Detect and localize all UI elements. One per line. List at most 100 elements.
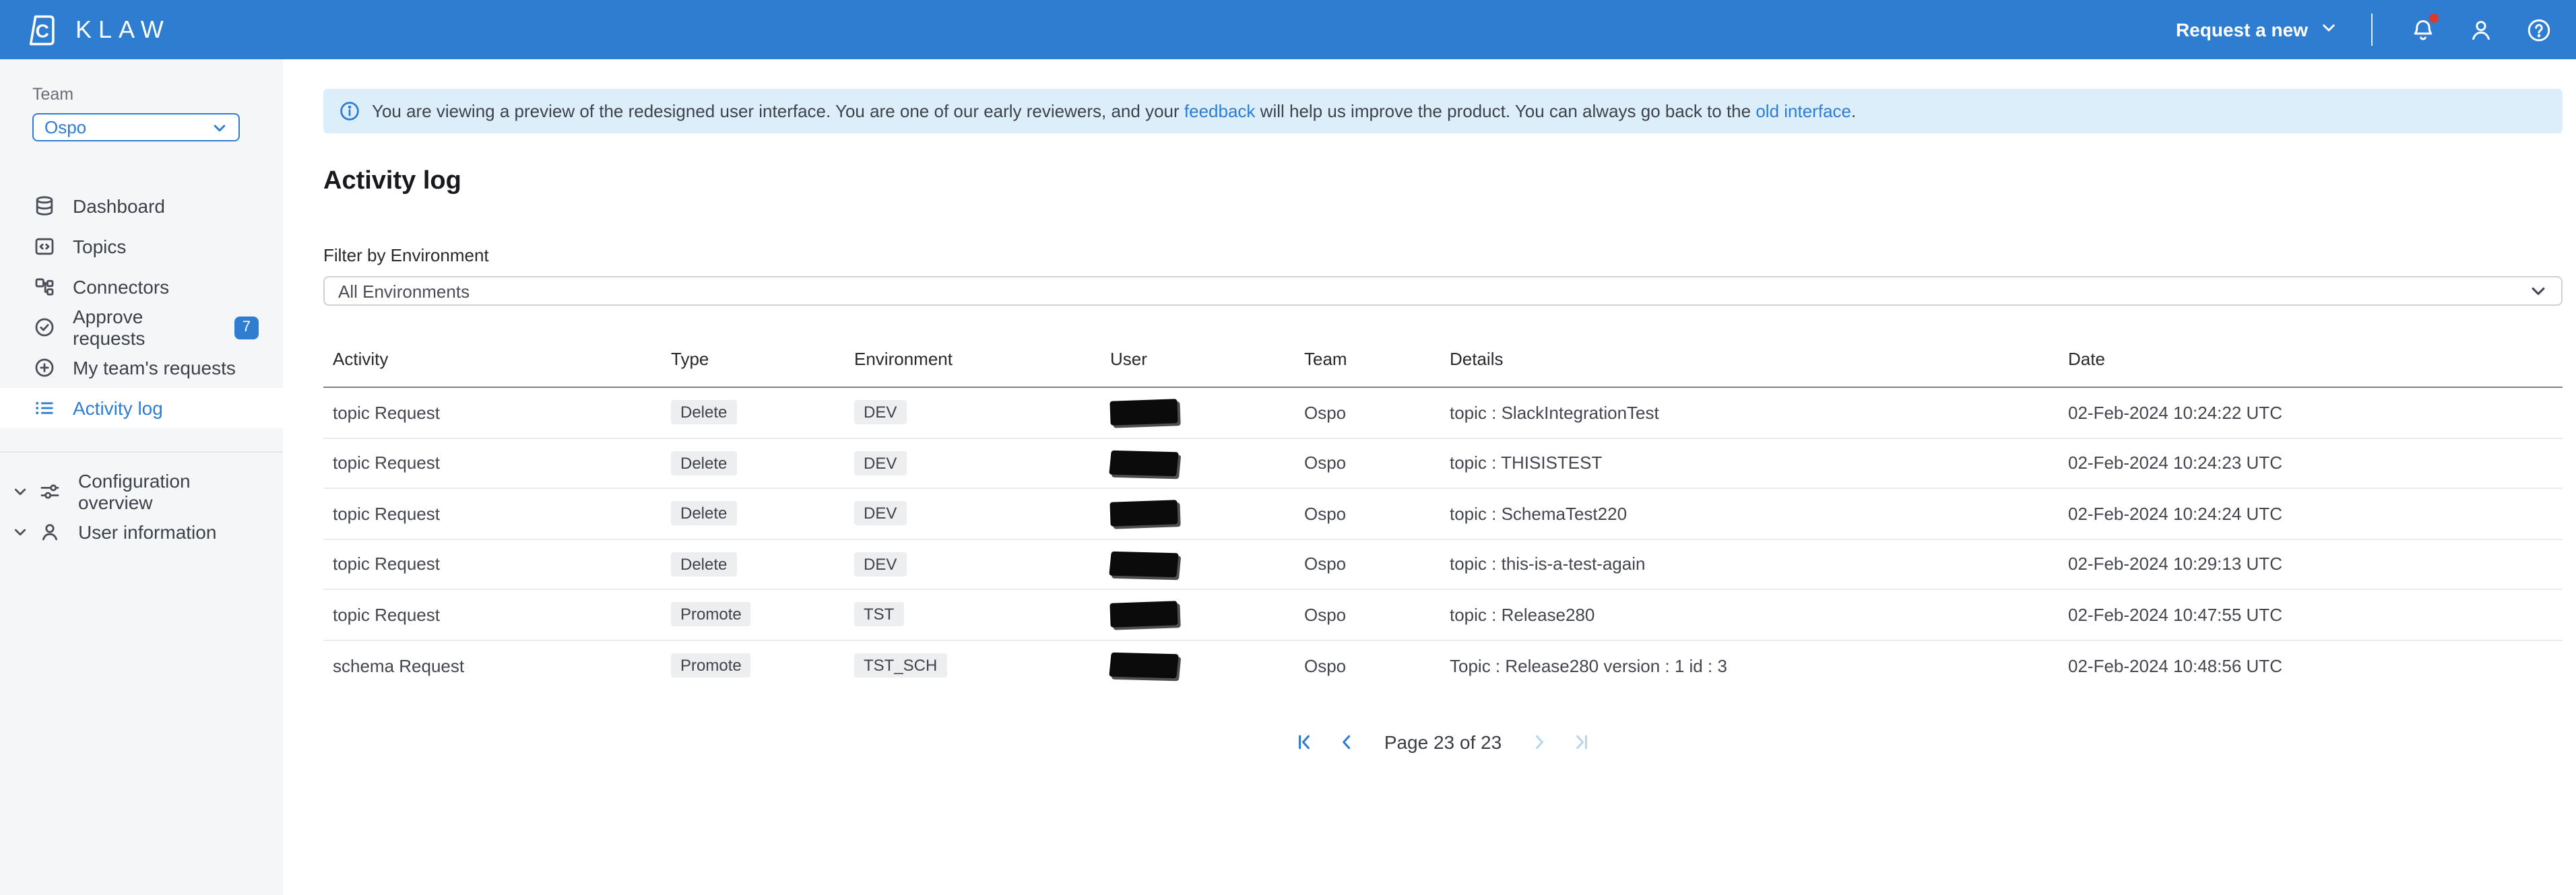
sidebar-item-label: Connectors: [73, 276, 170, 298]
klaw-logo-icon: C: [24, 13, 58, 46]
cell-user: [1101, 438, 1295, 488]
sidebar-item-dashboard[interactable]: Dashboard: [0, 186, 283, 226]
cell-activity: topic Request: [333, 503, 440, 524]
sidebar-item-my-team-s-requests[interactable]: My team's requests: [0, 347, 283, 388]
old-interface-link[interactable]: old interface: [1756, 101, 1851, 121]
cell-user: [1101, 387, 1295, 438]
column-header-environment: Environment: [854, 349, 953, 369]
cell-user: [1101, 539, 1295, 589]
column-header-team: Team: [1304, 349, 1347, 369]
last-page-button: [1569, 731, 1590, 752]
activity-list-icon: [34, 397, 55, 419]
chevron-down-icon: [12, 484, 28, 500]
cell-team: Ospo: [1304, 402, 1347, 423]
sidebar-item-label: Activity log: [73, 397, 163, 419]
sidebar-item-approve-requests[interactable]: Approve requests 7: [0, 306, 283, 349]
cell-user: [1101, 488, 1295, 539]
cell-team: Ospo: [1304, 453, 1347, 473]
table-row: topic Request Promote TST Ospo topic : R…: [323, 589, 2563, 640]
brand-name: KLAW: [75, 15, 170, 42]
cell-date: 02-Feb-2024 10:48:56 UTC: [2068, 655, 2282, 675]
redacted-user: [1109, 601, 1178, 628]
chevron-down-icon: [212, 119, 228, 135]
cell-type: Promote: [662, 640, 845, 690]
type-badge: Delete: [671, 451, 737, 475]
column-header-user: User: [1110, 349, 1147, 369]
sidebar-item-label: Topics: [73, 236, 127, 257]
sidebar-item-activity-log[interactable]: Activity log: [0, 388, 283, 428]
environment-badge: DEV: [854, 400, 907, 425]
cell-user: [1101, 589, 1295, 640]
sidebar-item-user-information[interactable]: User information: [0, 512, 283, 552]
cell-details: Topic : Release280 version : 1 id : 3: [1450, 655, 1727, 675]
notification-bell-icon[interactable]: [2406, 13, 2439, 46]
table-row: topic Request Delete DEV Ospo topic : TH…: [323, 438, 2563, 488]
cell-type: Delete: [662, 488, 845, 539]
cell-type: Delete: [662, 438, 845, 488]
sidebar-item-label: User information: [78, 521, 217, 543]
sidebar-item-topics[interactable]: Topics: [0, 226, 283, 267]
connectors-icon: [34, 276, 55, 298]
sidebar-item-label: My team's requests: [73, 357, 236, 378]
cell-details: topic : SchemaTest220: [1450, 503, 1628, 524]
column-header-details: Details: [1450, 349, 1504, 369]
sidebar-secondary-nav: Configuration overview User information: [0, 470, 283, 552]
sidebar-item-configuration-overview[interactable]: Configuration overview: [0, 470, 283, 513]
cell-details: topic : SlackIntegrationTest: [1450, 402, 1659, 423]
column-header-type: Type: [671, 349, 709, 369]
topics-icon: [34, 236, 55, 257]
profile-icon[interactable]: [2464, 13, 2497, 46]
cell-details: topic : Release280: [1450, 604, 1595, 625]
banner-text-part2: will help us improve the product. You ca…: [1255, 101, 1756, 121]
plus-circle-icon: [34, 357, 55, 378]
cell-activity: schema Request: [333, 655, 465, 675]
team-select[interactable]: Ospo: [32, 113, 240, 141]
cell-environment: DEV: [845, 438, 1101, 488]
cell-environment: TST: [845, 589, 1101, 640]
team-select-value: Ospo: [44, 117, 87, 137]
pagination: Page 23 of 23: [323, 731, 2563, 752]
type-badge: Delete: [671, 501, 737, 526]
cell-date: 02-Feb-2024 10:24:22 UTC: [2068, 402, 2282, 423]
sidebar-item-label: Approve requests: [73, 306, 146, 349]
environment-filter-value: All Environments: [338, 281, 470, 301]
cell-activity: topic Request: [333, 554, 440, 574]
request-a-new-label: Request a new: [2175, 19, 2308, 40]
type-badge: Promote: [671, 602, 751, 627]
sidebar-item-connectors[interactable]: Connectors: [0, 267, 283, 307]
cell-date: 02-Feb-2024 10:29:13 UTC: [2068, 554, 2282, 574]
cell-details: topic : this-is-a-test-again: [1450, 554, 1646, 574]
cell-date: 02-Feb-2024 10:24:23 UTC: [2068, 453, 2282, 473]
cell-type: Delete: [662, 539, 845, 589]
cell-environment: TST_SCH: [845, 640, 1101, 690]
redacted-user: [1109, 450, 1179, 476]
first-page-button[interactable]: [1295, 731, 1317, 752]
banner-text-part3: .: [1851, 101, 1857, 121]
cell-environment: DEV: [845, 539, 1101, 589]
preview-banner: You are viewing a preview of the redesig…: [323, 89, 2563, 133]
team-block: Team Ospo: [0, 85, 283, 141]
notification-dot: [2429, 13, 2439, 23]
environment-badge: DEV: [854, 552, 907, 576]
klaw-logo[interactable]: C KLAW: [24, 13, 170, 46]
environment-filter-select[interactable]: All Environments: [323, 276, 2563, 306]
header-divider: [2371, 13, 2373, 46]
svg-text:C: C: [36, 20, 49, 40]
cell-type: Promote: [662, 589, 845, 640]
sidebar-item-label: Configuration overview: [78, 470, 191, 513]
filter-label: Filter by Environment: [323, 245, 489, 265]
feedback-link[interactable]: feedback: [1184, 101, 1256, 121]
page-indicator: Page 23 of 23: [1384, 731, 1502, 752]
redacted-user: [1109, 652, 1179, 679]
chevron-down-icon: [12, 524, 28, 540]
type-badge: Promote: [671, 653, 751, 677]
sidebar-item-label: Dashboard: [73, 195, 165, 217]
help-icon[interactable]: [2522, 13, 2554, 46]
request-a-new-button[interactable]: Request a new: [2176, 19, 2338, 40]
activity-log-table: Activity Type Environment User Team Details Da…: [323, 349, 2563, 690]
sidebar: Team Ospo Dashboard Topics Connectors Ap…: [0, 59, 283, 895]
previous-page-button[interactable]: [1337, 731, 1359, 752]
sidebar-divider: [0, 451, 283, 453]
type-badge: Delete: [671, 400, 737, 425]
user-icon: [39, 521, 61, 543]
